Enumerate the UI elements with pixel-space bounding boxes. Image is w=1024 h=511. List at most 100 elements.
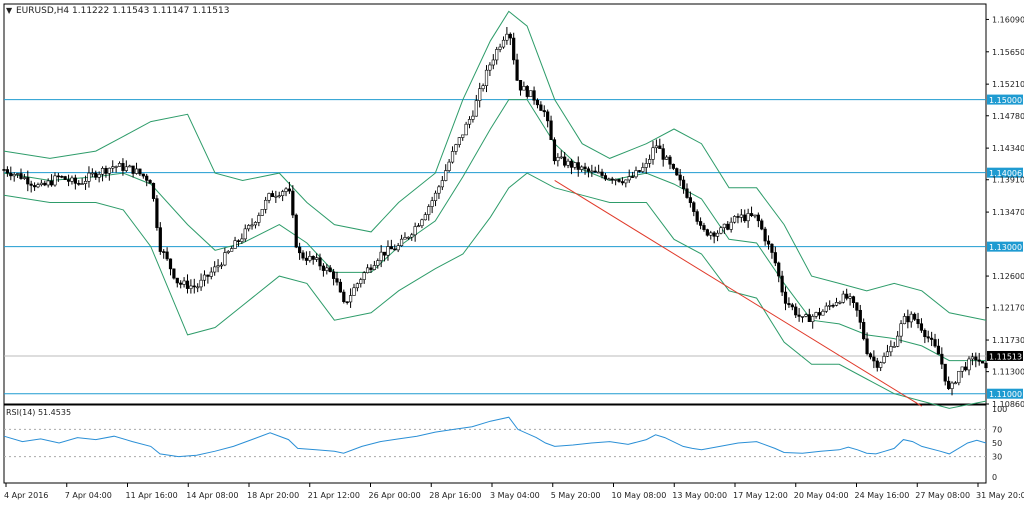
candle-body bbox=[909, 313, 913, 323]
candle-body bbox=[250, 224, 254, 227]
candle-body bbox=[5, 169, 9, 174]
candle-body bbox=[471, 115, 475, 120]
candle-body bbox=[369, 267, 373, 270]
header-arrow: ▼ bbox=[6, 6, 13, 15]
candle-body bbox=[933, 339, 937, 347]
candle-body bbox=[145, 175, 149, 181]
rsi-tick-label: 70 bbox=[992, 425, 1002, 434]
candle-body bbox=[213, 266, 217, 273]
candle-body bbox=[284, 188, 288, 192]
candle-body bbox=[291, 190, 295, 216]
trendline bbox=[554, 180, 923, 407]
bollinger-middle bbox=[3, 99, 986, 362]
candle-body bbox=[851, 296, 856, 303]
candle-body bbox=[542, 110, 546, 113]
candle-body bbox=[382, 251, 387, 256]
candle-body bbox=[134, 168, 139, 174]
candle-body bbox=[831, 305, 835, 307]
candle-body bbox=[614, 179, 618, 181]
rsi-panel-frame bbox=[3, 404, 987, 484]
candle-body bbox=[189, 285, 193, 289]
candle-body bbox=[848, 296, 852, 299]
candle-body bbox=[257, 215, 261, 223]
candle-body bbox=[393, 248, 397, 251]
candle-body bbox=[518, 80, 523, 91]
candle-body bbox=[22, 177, 26, 179]
candle-body bbox=[216, 265, 220, 268]
candle-body bbox=[743, 214, 747, 222]
candle-body bbox=[151, 182, 156, 199]
candle-body bbox=[172, 268, 176, 279]
candle-body bbox=[821, 310, 825, 316]
header-symbol: EURUSD,H4 bbox=[16, 6, 69, 16]
candle-body bbox=[141, 173, 145, 177]
candle-body bbox=[83, 180, 88, 184]
candle-body bbox=[804, 314, 808, 317]
candle-body bbox=[522, 86, 526, 91]
candle-body bbox=[158, 227, 162, 252]
candle-body bbox=[56, 175, 60, 178]
candle-body bbox=[138, 168, 142, 175]
candle-body bbox=[773, 252, 777, 264]
candle-body bbox=[637, 170, 642, 172]
candle-body bbox=[974, 356, 978, 361]
candle-body bbox=[277, 195, 281, 197]
y-tick-label: 1.15650 bbox=[992, 48, 1024, 57]
candle-body bbox=[712, 232, 716, 237]
candle-body bbox=[461, 134, 465, 138]
candle-body bbox=[192, 285, 196, 288]
rsi-tick-label: 50 bbox=[992, 439, 1002, 448]
x-tick-label: 10 May 08:00 bbox=[612, 491, 667, 500]
candle-body bbox=[828, 305, 832, 307]
candle-body bbox=[610, 178, 614, 181]
x-tick-label: 20 May 04:00 bbox=[794, 491, 849, 500]
candle-body bbox=[885, 351, 890, 357]
candle-body bbox=[406, 236, 410, 239]
candle-body bbox=[491, 59, 495, 66]
candle-body bbox=[450, 151, 455, 163]
candle-body bbox=[73, 177, 77, 184]
x-tick-label: 4 Apr 2016 bbox=[4, 491, 48, 500]
candle-body bbox=[671, 163, 675, 169]
candle-body bbox=[365, 267, 370, 274]
candle-body bbox=[219, 264, 224, 267]
candle-body bbox=[940, 353, 944, 365]
candle-body bbox=[896, 335, 900, 347]
candle-body bbox=[15, 173, 20, 175]
candle-body bbox=[902, 316, 907, 325]
candle-body bbox=[287, 188, 292, 192]
candle-body bbox=[590, 170, 594, 173]
candle-body bbox=[121, 163, 125, 171]
candle-body bbox=[529, 90, 533, 97]
candle-body bbox=[43, 182, 47, 186]
candle-body bbox=[104, 168, 108, 174]
candle-body bbox=[196, 286, 200, 289]
candle-body bbox=[739, 214, 743, 218]
candle-body bbox=[308, 255, 312, 261]
candle-body bbox=[236, 240, 241, 242]
candle-body bbox=[746, 213, 750, 222]
candle-body bbox=[790, 304, 794, 308]
candle-body bbox=[464, 123, 468, 136]
x-tick-label: 11 Apr 16:00 bbox=[126, 491, 178, 500]
candle-body bbox=[872, 356, 876, 362]
candle-body bbox=[114, 166, 118, 168]
candle-body bbox=[63, 176, 67, 180]
candle-body bbox=[19, 173, 23, 179]
level-label: 1.15000 bbox=[989, 96, 1022, 105]
candle-body bbox=[298, 246, 302, 254]
level-label: 1.11000 bbox=[989, 390, 1022, 399]
candle-body bbox=[325, 267, 329, 271]
candle-body bbox=[780, 275, 784, 293]
candle-body bbox=[168, 258, 173, 270]
candle-body bbox=[498, 46, 502, 50]
candle-body bbox=[423, 214, 427, 221]
candle-body bbox=[634, 170, 638, 178]
candle-body bbox=[505, 33, 509, 41]
candle-body bbox=[100, 168, 105, 175]
candle-body bbox=[410, 234, 414, 238]
candle-body bbox=[185, 280, 190, 289]
candle-body bbox=[627, 176, 631, 181]
candle-body bbox=[580, 166, 584, 170]
